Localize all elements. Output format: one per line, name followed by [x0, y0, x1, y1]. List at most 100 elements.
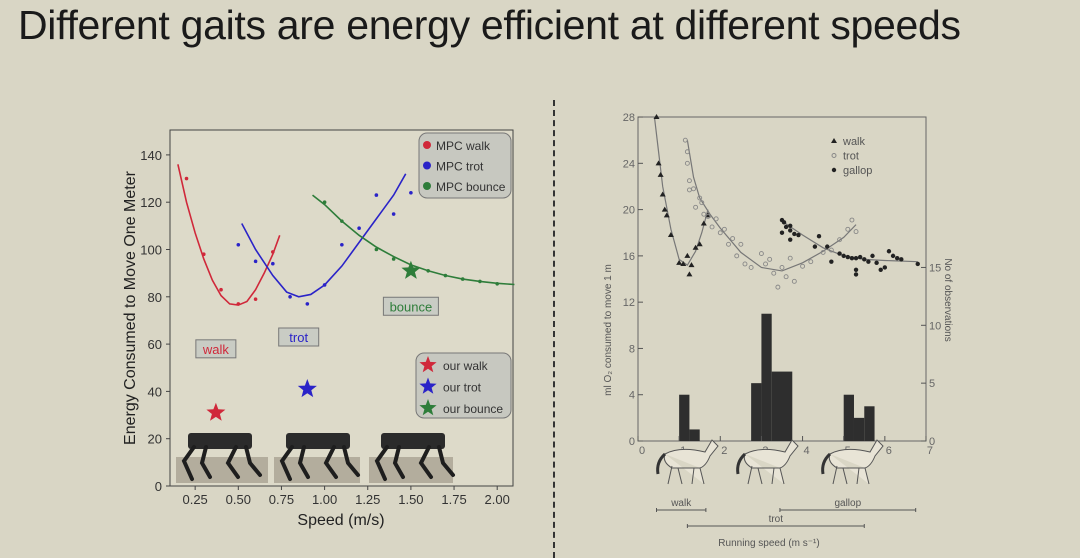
- data-point: [201, 252, 206, 257]
- y-tick-label: 12: [623, 297, 635, 309]
- x-tick-label: 0.75: [269, 492, 294, 507]
- y-tick-label: 60: [148, 337, 162, 352]
- data-point: [680, 260, 687, 266]
- x-tick-label: 2.00: [485, 492, 510, 507]
- y-tick-label: 40: [148, 384, 162, 399]
- horse-outline: [743, 439, 799, 485]
- robot-legs: [374, 445, 455, 481]
- data-point: [271, 250, 275, 254]
- data-point: [713, 216, 719, 222]
- data-point: [409, 190, 413, 195]
- robot-photo: [176, 433, 268, 483]
- data-point: [837, 251, 842, 256]
- y-right-axis-label: No of observations: [942, 258, 953, 341]
- x-tick-label: 1.25: [355, 492, 380, 507]
- divider: [553, 100, 555, 558]
- data-point: [808, 259, 814, 265]
- x-tick-label: 1.75: [441, 492, 466, 507]
- y-tick-label: 4: [629, 390, 635, 402]
- y-tick-label: 0: [629, 436, 635, 448]
- histogram-bar: [689, 429, 700, 441]
- data-point: [845, 226, 851, 232]
- data-point: [849, 255, 855, 261]
- fit-line-mpc-walk: [177, 164, 281, 306]
- horse-tail: [736, 452, 747, 475]
- legend-label: MPC trot: [436, 160, 484, 174]
- data-point: [820, 249, 826, 255]
- data-point: [792, 231, 797, 237]
- data-point: [663, 212, 670, 218]
- data-point: [717, 230, 723, 236]
- y-tick-label: 8: [629, 343, 635, 355]
- data-point: [874, 260, 879, 266]
- data-point: [783, 224, 789, 230]
- legend-star: [419, 399, 437, 416]
- histogram-bar: [864, 406, 875, 441]
- data-point: [788, 223, 793, 228]
- data-point: [684, 160, 690, 166]
- data-point: [866, 259, 871, 264]
- y-tick-label: 16: [623, 251, 635, 263]
- annotation-box: [278, 327, 320, 347]
- annotation-bounce: bounce: [390, 299, 433, 314]
- y-tick-label: 24: [623, 158, 635, 170]
- fit-line-mpc-trot: [241, 173, 407, 298]
- data-point: [686, 178, 692, 184]
- data-point: [870, 253, 875, 259]
- data-point: [357, 226, 361, 231]
- legend-label: walk: [842, 136, 866, 148]
- data-point: [701, 211, 707, 217]
- y-tick-label: 28: [623, 112, 635, 124]
- data-point: [684, 252, 691, 258]
- data-point: [849, 217, 855, 223]
- y-axis-label: Energy Consumed to Move One Meter: [122, 170, 139, 445]
- data-point: [767, 256, 773, 262]
- robot-photo: [369, 433, 455, 483]
- data-point: [853, 229, 859, 235]
- annotation-box: [382, 296, 439, 316]
- data-point: [391, 257, 396, 261]
- histogram-bar: [751, 383, 762, 441]
- data-point: [253, 297, 258, 301]
- legend-marker: [831, 153, 837, 158]
- legend-marker: [831, 167, 837, 173]
- data-point: [857, 254, 863, 260]
- data-point: [779, 230, 785, 235]
- y-right-tick-label: 10: [929, 320, 941, 332]
- data-point: [841, 253, 846, 259]
- y-tick-label: 20: [148, 432, 162, 447]
- y-right-tick-label: 5: [929, 378, 935, 390]
- histogram-bar: [853, 417, 865, 441]
- data-point: [800, 263, 806, 269]
- data-point: [788, 228, 793, 233]
- data-point: [692, 244, 699, 250]
- data-point: [812, 244, 818, 249]
- data-point: [691, 186, 696, 192]
- y-tick-label: 140: [140, 148, 162, 163]
- data-point: [915, 261, 920, 267]
- data-point: [791, 278, 797, 284]
- data-point: [886, 249, 892, 254]
- data-point: [271, 261, 275, 266]
- histogram-bar: [761, 313, 772, 441]
- histogram-bar: [679, 394, 690, 441]
- x-tick-label: 1.00: [312, 492, 337, 507]
- robot-legs: [181, 445, 262, 481]
- data-point: [460, 277, 465, 281]
- data-point: [894, 255, 900, 261]
- data-point: [686, 187, 692, 193]
- x-tick-label: 7: [927, 445, 933, 457]
- data-point: [899, 257, 904, 262]
- annotation-box: [195, 339, 237, 359]
- legend-label: our trot: [443, 381, 482, 395]
- data-point: [783, 274, 789, 280]
- y-tick-label: 120: [140, 195, 162, 210]
- robot-photo: [274, 433, 360, 483]
- data-point: [661, 206, 668, 212]
- x-tick-label: 1.50: [398, 492, 423, 507]
- data-point: [781, 220, 787, 225]
- robot-legs: [279, 445, 360, 481]
- data-point: [686, 271, 693, 277]
- y-right-tick-label: 15: [929, 262, 941, 274]
